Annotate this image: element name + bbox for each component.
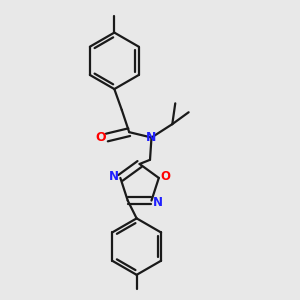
Text: N: N <box>153 196 163 208</box>
Text: N: N <box>146 131 157 144</box>
Text: O: O <box>95 131 106 144</box>
Text: N: N <box>109 170 119 183</box>
Text: O: O <box>160 170 170 183</box>
